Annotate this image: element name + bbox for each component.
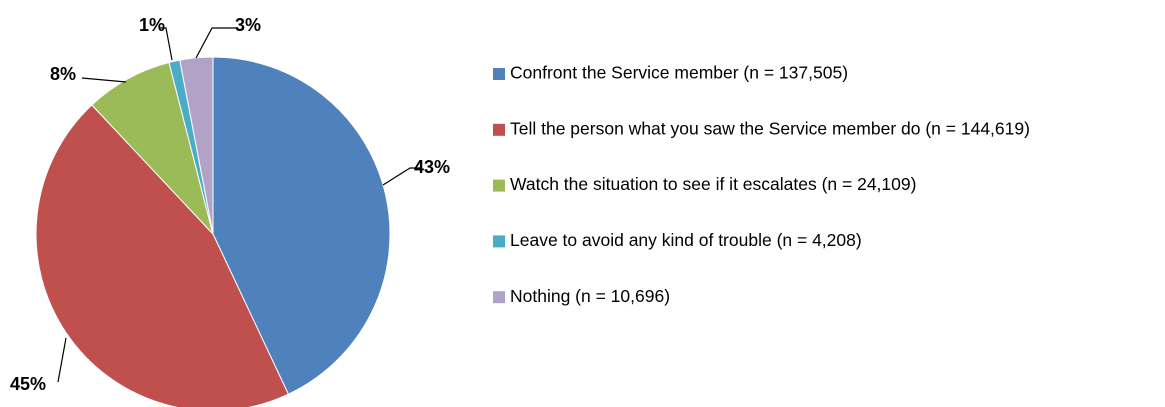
pie-slice [35,104,290,407]
legend-label: Tell the person what you saw the Service… [510,118,1030,138]
legend-swatch [493,291,505,304]
legend-label: Leave to avoid any kind of trouble (n = … [510,230,862,250]
legend-swatch [493,123,505,136]
legend-swatch [493,68,505,80]
pie-slice [212,56,391,395]
legend-swatch [493,235,505,248]
data-label: 8% [50,64,76,84]
legend-label: Nothing (n = 10,696) [510,286,670,306]
data-label: 3% [235,15,261,35]
pie-slice [91,61,214,235]
data-label: 1% [139,15,165,35]
leader-line [160,27,173,61]
leader-line [382,167,420,186]
leader-line [57,337,67,383]
legend-swatch [493,179,505,192]
leader-line [195,27,236,59]
legend-label: Watch the situation to see if it escalat… [510,174,916,194]
leader-line [81,77,127,83]
data-label: 43% [414,157,450,177]
legend-label: Confront the Service member (n = 137,505… [510,63,848,83]
data-label: 45% [10,374,46,394]
